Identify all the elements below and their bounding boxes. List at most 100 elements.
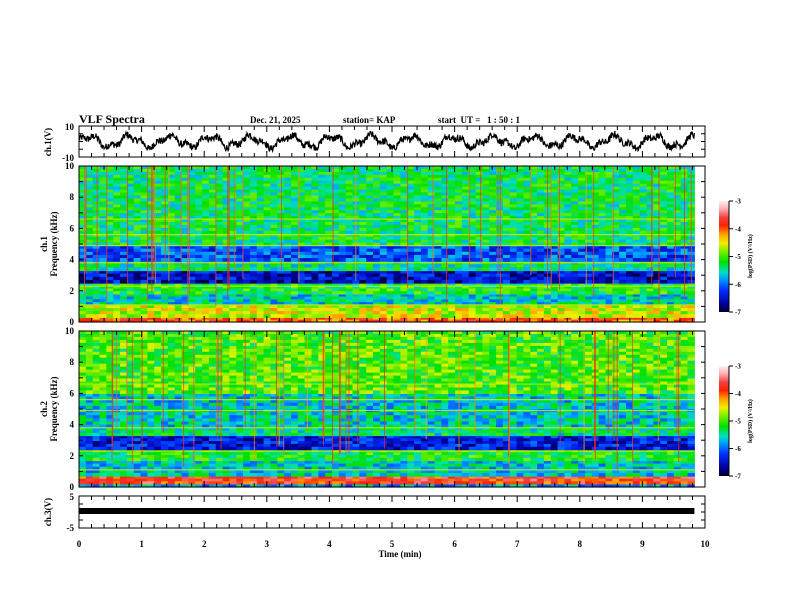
spectrogram-cell bbox=[660, 177, 668, 182]
spectrogram-cell bbox=[161, 189, 169, 194]
spectrogram-cell bbox=[332, 236, 340, 241]
spectrogram-cell bbox=[297, 230, 306, 235]
spectrogram-cell bbox=[366, 317, 374, 321]
spectrogram-cell bbox=[215, 302, 224, 306]
spectrogram-cell bbox=[420, 174, 429, 179]
spectrogram-cell bbox=[612, 236, 620, 241]
spectrogram-cell bbox=[373, 267, 381, 272]
spectrogram-cell bbox=[366, 279, 374, 284]
spectrogram-cell bbox=[113, 304, 121, 309]
spectrogram-cell bbox=[106, 273, 114, 278]
spectrogram-cell bbox=[530, 242, 538, 247]
spectrogram-cell bbox=[195, 207, 203, 211]
spectrogram-cell bbox=[482, 168, 490, 173]
spectrogram-cell bbox=[291, 166, 299, 170]
spectrogram-cell bbox=[215, 207, 224, 211]
spectrogram-cell bbox=[571, 224, 579, 229]
spectrogram-cell bbox=[99, 308, 107, 312]
spectrogram-cell bbox=[126, 296, 135, 300]
spectrogram-cell bbox=[188, 198, 196, 202]
spectrogram-cell bbox=[85, 302, 94, 306]
spectrogram-cell bbox=[359, 311, 367, 315]
spectrogram-cell bbox=[373, 171, 381, 176]
spectrogram-cell bbox=[106, 195, 114, 199]
spectrogram-cell bbox=[667, 270, 675, 275]
spectrogram-cell bbox=[208, 319, 217, 323]
spectrogram-cell bbox=[263, 189, 271, 194]
spectrogram-cell bbox=[632, 264, 641, 268]
spectrogram-cell bbox=[181, 299, 189, 303]
spectrogram-cell bbox=[256, 308, 265, 312]
spectrogram-cell bbox=[489, 204, 497, 208]
spectrogram-cell bbox=[188, 239, 196, 244]
spectrogram-cell bbox=[154, 230, 162, 235]
spectrogram-cell bbox=[318, 308, 326, 312]
spectrogram-cell bbox=[133, 251, 142, 256]
spectrogram-cell bbox=[311, 192, 319, 196]
spectrogram-cell bbox=[113, 236, 121, 241]
spectrogram-cell bbox=[263, 219, 271, 223]
spectrogram-cell bbox=[557, 254, 565, 259]
spectrogram-cell bbox=[619, 213, 627, 217]
spectrogram-cell bbox=[325, 299, 333, 303]
spectrogram-cell bbox=[120, 198, 128, 202]
spectrogram-cell bbox=[667, 296, 675, 300]
spectrogram-cell bbox=[154, 304, 162, 309]
spectrogram-cell bbox=[236, 291, 244, 295]
spectrogram-cell bbox=[543, 293, 552, 298]
spectrogram-cell bbox=[530, 267, 538, 272]
spectrogram-cell bbox=[106, 291, 114, 295]
spectrogram-cell bbox=[530, 230, 538, 235]
spectrogram-cell bbox=[489, 227, 497, 232]
spectrogram-cell bbox=[284, 296, 292, 300]
spectrogram-cell bbox=[318, 248, 326, 253]
spectrogram-cell bbox=[236, 273, 244, 278]
spectrogram-cell bbox=[427, 288, 436, 292]
spectrogram-cell bbox=[332, 213, 340, 217]
spectrogram-cell bbox=[256, 296, 265, 300]
spectrogram-cell bbox=[482, 267, 490, 272]
spectrogram-cell bbox=[291, 230, 299, 235]
spectrogram-cell bbox=[571, 319, 579, 323]
spectrogram-cell bbox=[509, 171, 518, 176]
spectrogram-cell bbox=[366, 283, 374, 287]
spectrogram-cell bbox=[482, 227, 490, 232]
spectrogram-cell bbox=[291, 233, 299, 238]
spectrogram-cell bbox=[475, 183, 483, 188]
spectrogram-cell bbox=[345, 296, 354, 300]
spectrogram-cell bbox=[208, 210, 217, 214]
spectrogram-cell bbox=[208, 308, 217, 312]
spectrogram-cell bbox=[468, 291, 477, 295]
spectrogram-cell bbox=[284, 204, 292, 208]
spectrogram-cell bbox=[113, 270, 121, 275]
spectrogram-cell bbox=[181, 267, 189, 272]
spectrogram-cell bbox=[318, 304, 326, 309]
spectrogram-cell bbox=[215, 233, 224, 238]
spectrogram-cell bbox=[106, 308, 114, 312]
spectrogram-cell bbox=[448, 288, 456, 292]
spectrogram-cell bbox=[427, 224, 436, 229]
spectrogram-cell bbox=[208, 296, 217, 300]
spectrogram-cell bbox=[475, 299, 483, 303]
spectrogram-cell bbox=[400, 239, 408, 244]
spectrogram-cell bbox=[414, 210, 422, 214]
spectrogram-cell bbox=[591, 213, 600, 217]
spectrogram-cell bbox=[673, 189, 682, 194]
spectrogram-cell bbox=[673, 251, 682, 256]
spectrogram-cell bbox=[482, 174, 490, 179]
spectrogram-cell bbox=[585, 254, 593, 259]
spectrogram-cell bbox=[673, 285, 682, 289]
spectrogram-cell bbox=[414, 299, 422, 303]
spectrogram-cell bbox=[619, 216, 627, 220]
spectrogram-cell bbox=[291, 279, 299, 284]
spectrogram-cell bbox=[550, 288, 559, 292]
spectrogram-cell bbox=[161, 288, 169, 292]
spectrogram-cell bbox=[270, 311, 278, 315]
spectrogram-cell bbox=[557, 180, 565, 185]
spectrogram-cell bbox=[502, 201, 511, 205]
spectrogram-cell bbox=[407, 180, 415, 185]
spectrogram-cell bbox=[475, 171, 483, 176]
spectrogram-cell bbox=[400, 201, 408, 205]
spectrogram-cell bbox=[660, 251, 668, 256]
spectrogram-cell bbox=[243, 270, 251, 275]
